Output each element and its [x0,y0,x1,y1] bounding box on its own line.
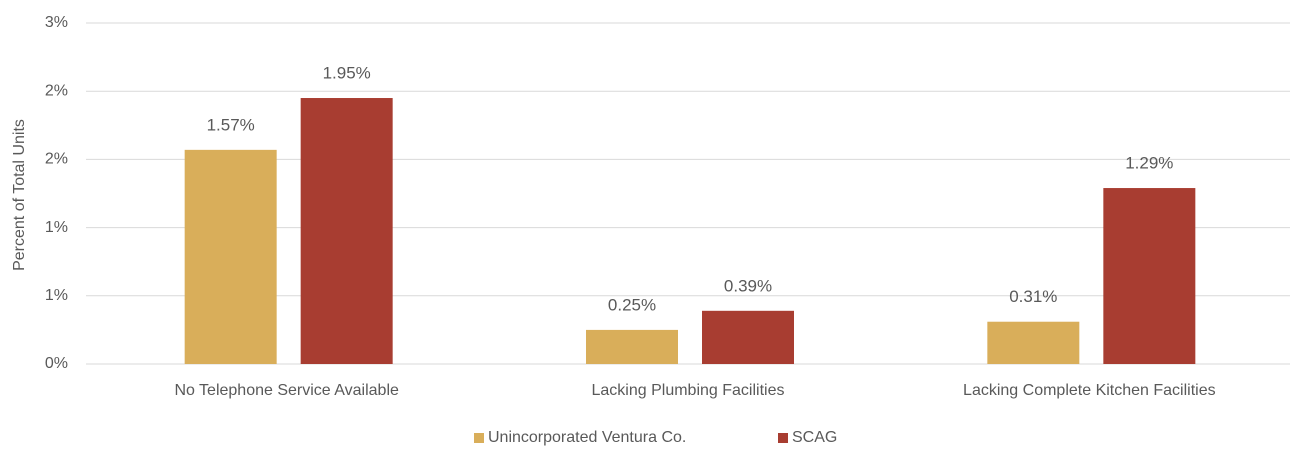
value-label: 1.57% [207,115,255,134]
bar [1103,188,1196,364]
y-tick-label: 1% [45,287,68,304]
y-tick-label: 2% [45,82,68,99]
legend-swatch [474,433,484,443]
y-tick-label: 2% [45,151,68,168]
x-tick-label: Lacking Plumbing Facilities [592,382,785,399]
value-label: 1.29% [1125,154,1173,173]
y-axis-label: Percent of Total Units [11,119,28,271]
bar [586,329,678,364]
bar [987,321,1080,364]
legend-label: SCAG [792,429,837,446]
value-label: 0.31% [1009,287,1057,306]
y-tick-label: 0% [45,355,68,372]
legend-label: Unincorporated Ventura Co. [488,429,686,446]
bar [184,149,277,364]
legend-swatch [778,433,788,443]
value-label: 1.95% [323,64,371,83]
x-tick-label: No Telephone Service Available [174,382,399,399]
value-label: 0.39% [724,276,772,295]
bar [300,98,393,365]
x-tick-label: Lacking Complete Kitchen Facilities [963,382,1216,399]
value-label: 0.25% [608,295,656,314]
y-tick-label: 1% [45,219,68,236]
bar [702,310,794,364]
y-tick-label: 3% [45,14,68,31]
